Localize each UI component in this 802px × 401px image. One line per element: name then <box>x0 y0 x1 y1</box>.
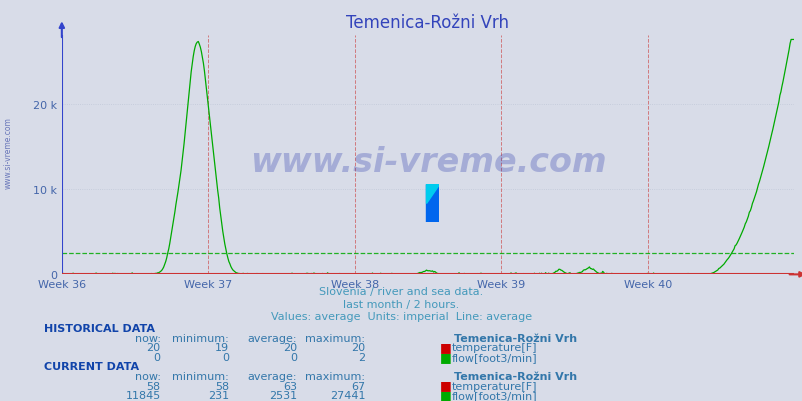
Text: 67: 67 <box>350 381 365 391</box>
Text: last month / 2 hours.: last month / 2 hours. <box>343 299 459 309</box>
Text: ■: ■ <box>439 388 452 401</box>
Text: HISTORICAL DATA: HISTORICAL DATA <box>44 323 155 333</box>
Text: average:: average: <box>247 371 297 381</box>
Text: ■: ■ <box>439 340 452 353</box>
Text: 27441: 27441 <box>330 390 365 400</box>
Text: flow[foot3/min]: flow[foot3/min] <box>451 352 537 362</box>
Text: 63: 63 <box>283 381 297 391</box>
Text: 19: 19 <box>214 342 229 352</box>
Text: 0: 0 <box>290 352 297 362</box>
Text: maximum:: maximum: <box>305 371 365 381</box>
Text: 0: 0 <box>153 352 160 362</box>
Text: temperature[F]: temperature[F] <box>451 342 536 352</box>
Text: Values: average  Units: imperial  Line: average: Values: average Units: imperial Line: av… <box>270 311 532 321</box>
Text: temperature[F]: temperature[F] <box>451 381 536 391</box>
Text: 20: 20 <box>146 342 160 352</box>
Text: minimum:: minimum: <box>172 371 229 381</box>
Text: www.si-vreme.com: www.si-vreme.com <box>3 117 13 188</box>
Text: 231: 231 <box>208 390 229 400</box>
Text: Slovenia / river and sea data.: Slovenia / river and sea data. <box>319 287 483 297</box>
Polygon shape <box>426 184 439 203</box>
Text: minimum:: minimum: <box>172 333 229 343</box>
Text: 2531: 2531 <box>269 390 297 400</box>
Text: ■: ■ <box>439 379 452 391</box>
Bar <box>426 184 439 223</box>
Text: now:: now: <box>135 333 160 343</box>
Text: now:: now: <box>135 371 160 381</box>
Text: Temenica-Rožni Vrh: Temenica-Rožni Vrh <box>453 333 576 343</box>
Text: 20: 20 <box>282 342 297 352</box>
Text: maximum:: maximum: <box>305 333 365 343</box>
Text: 2: 2 <box>358 352 365 362</box>
Text: 11845: 11845 <box>125 390 160 400</box>
Text: www.si-vreme.com: www.si-vreme.com <box>249 146 606 179</box>
Text: average:: average: <box>247 333 297 343</box>
Text: 58: 58 <box>214 381 229 391</box>
Text: 0: 0 <box>221 352 229 362</box>
Text: CURRENT DATA: CURRENT DATA <box>44 361 139 371</box>
Title: Temenica-Rožni Vrh: Temenica-Rožni Vrh <box>346 14 508 32</box>
Text: 20: 20 <box>350 342 365 352</box>
Text: Temenica-Rožni Vrh: Temenica-Rožni Vrh <box>453 371 576 381</box>
Text: 58: 58 <box>146 381 160 391</box>
Text: ■: ■ <box>439 350 452 363</box>
Text: flow[foot3/min]: flow[foot3/min] <box>451 390 537 400</box>
